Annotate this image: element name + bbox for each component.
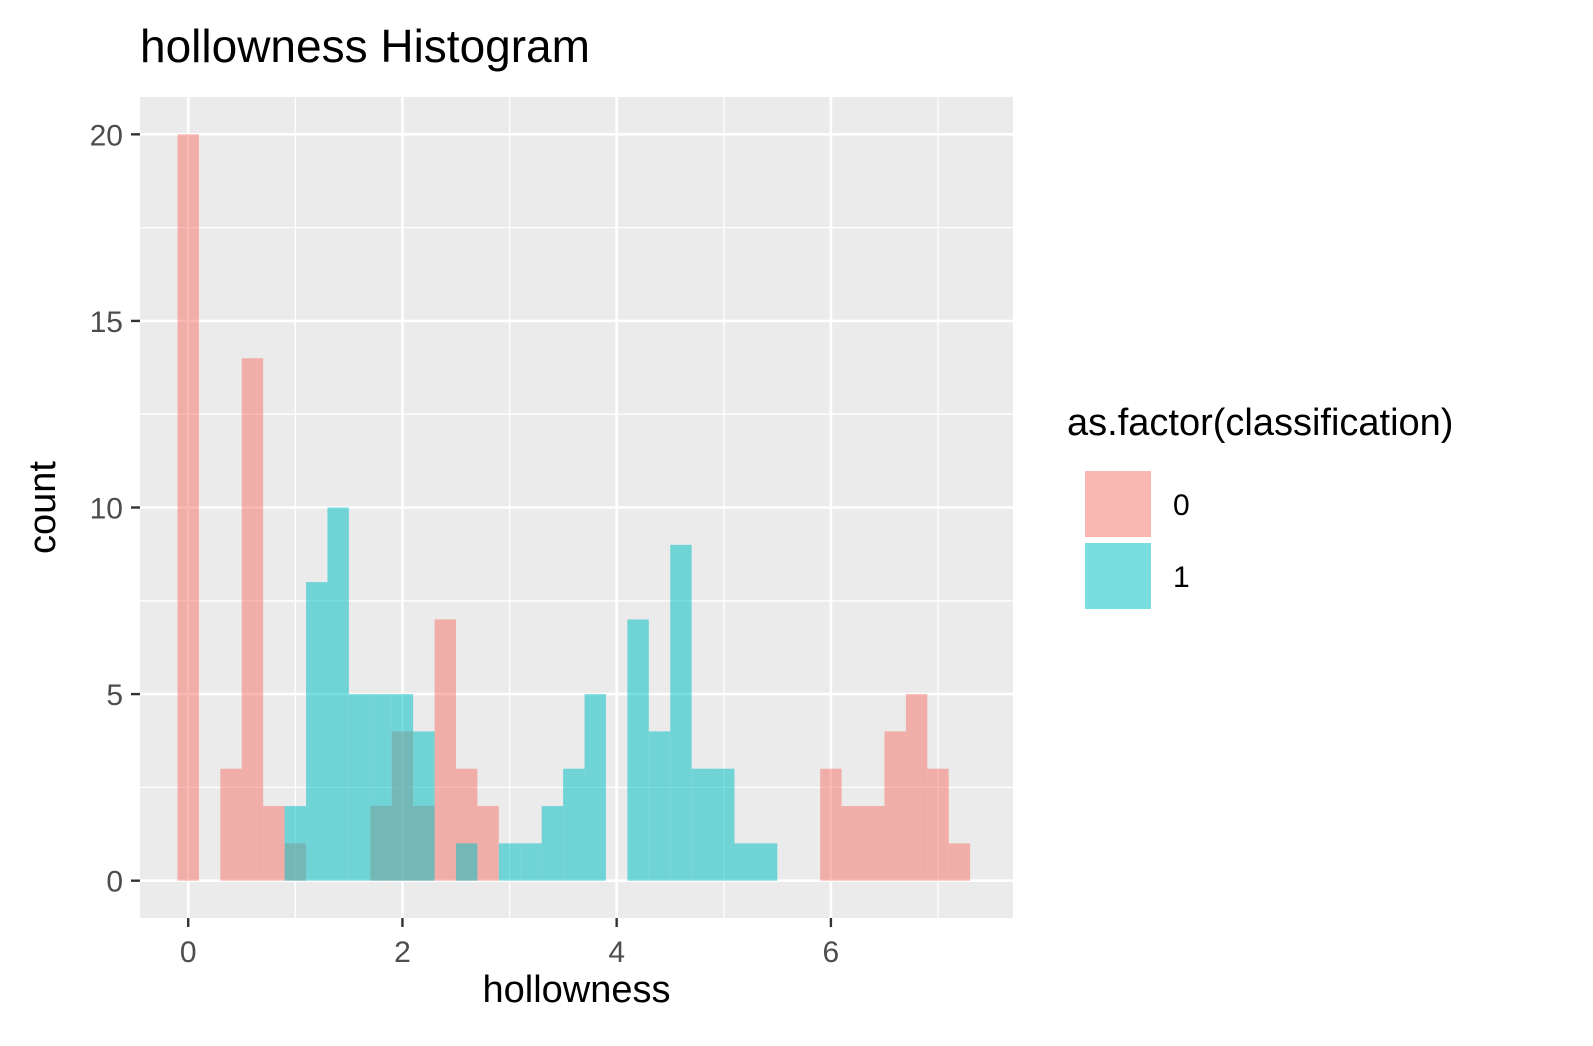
legend-title: as.factor(classification) (1067, 402, 1453, 444)
x-tick-label: 0 (180, 936, 197, 969)
histogram-bar-class-1 (563, 768, 585, 881)
y-axis-title: count (22, 461, 64, 554)
histogram-bar-class-1 (455, 843, 478, 881)
legend-items: 01 (1085, 471, 1190, 609)
tick-labels: 0 2 4 6 0 5 10 15 20 (90, 119, 840, 969)
histogram-bar-class-1 (327, 507, 349, 881)
histogram-bar-class-1 (370, 694, 392, 881)
chart-title: hollowness Histogram (140, 20, 590, 72)
histogram-bar-class-0 (434, 619, 456, 881)
histogram-bar-class-0 (820, 768, 842, 881)
histogram-bar-class-0 (841, 806, 864, 881)
x-tick-label: 6 (823, 936, 840, 969)
histogram-bar-class-1 (520, 843, 542, 881)
histogram-bar-class-0 (863, 806, 885, 881)
x-tick-label: 2 (394, 936, 411, 969)
y-tick-label: 20 (90, 119, 123, 152)
x-tick-label: 4 (608, 936, 625, 969)
legend: as.factor(classification) 01 (1067, 402, 1453, 609)
histogram-bar-class-0 (263, 806, 285, 881)
histogram-bar-class-1 (755, 843, 778, 881)
histogram-bar-class-0 (241, 358, 264, 881)
histogram-bar-class-1 (627, 619, 649, 881)
histogram-bar-class-0 (477, 806, 499, 881)
histogram-bar-class-0 (948, 843, 971, 881)
legend-label-0: 0 (1173, 489, 1190, 522)
histogram-bar-class-1 (284, 806, 307, 881)
legend-key-0 (1085, 471, 1151, 537)
axis-ticks (131, 133, 833, 927)
histogram-bar-class-0 (177, 134, 199, 881)
histogram-bar-class-1 (498, 843, 521, 881)
histogram-bar-class-1 (734, 843, 756, 881)
histogram-bars (177, 134, 971, 881)
y-tick-label: 10 (90, 493, 123, 526)
y-tick-label: 15 (90, 306, 123, 339)
histogram-bar-class-0 (220, 768, 242, 881)
histogram-bar-class-1 (306, 582, 328, 881)
legend-key-1 (1085, 543, 1151, 609)
histogram-bar-class-0 (884, 731, 906, 881)
histogram-bar-class-1 (348, 694, 371, 881)
histogram-bar-class-1 (413, 731, 435, 881)
histogram-bar-class-1 (648, 731, 671, 881)
histogram-bar-class-0 (905, 694, 928, 881)
histogram-bar-class-1 (691, 768, 714, 881)
histogram-bar-class-0 (927, 768, 949, 881)
histogram-bar-class-1 (670, 544, 692, 881)
legend-label-1: 1 (1173, 561, 1190, 594)
y-tick-label: 5 (106, 679, 123, 712)
histogram-bar-class-1 (541, 806, 564, 881)
histogram-bar-class-1 (713, 768, 735, 881)
histogram-bar-class-1 (584, 694, 606, 881)
histogram-bar-class-1 (391, 694, 414, 881)
x-axis-title: hollowness (483, 969, 671, 1011)
y-tick-label: 0 (106, 866, 123, 899)
